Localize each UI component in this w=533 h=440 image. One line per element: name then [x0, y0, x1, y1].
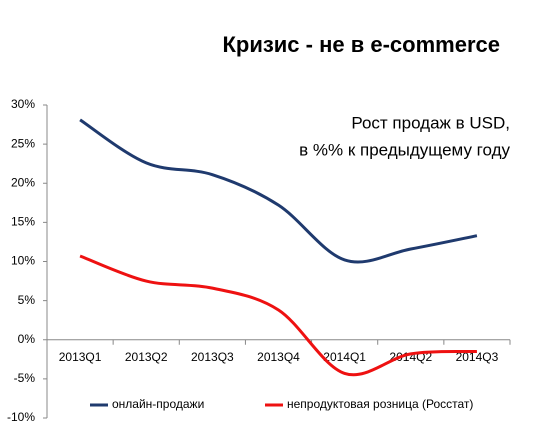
- line: [79, 254, 477, 377]
- legend-label: онлайн-продажи: [112, 397, 204, 411]
- x-tick-label: 2013Q1: [59, 350, 102, 364]
- chart-title: Кризис - не в e-commerce: [222, 32, 500, 57]
- annotation: Рост продаж в USD,: [351, 113, 510, 132]
- x-tick-label: 2013Q3: [191, 350, 234, 364]
- line: [79, 118, 478, 264]
- y-tick-label: 30%: [11, 97, 35, 111]
- y-tick-label: 15%: [11, 215, 35, 229]
- y-tick-label: 10%: [11, 254, 35, 268]
- x-tick-label: 2013Q2: [125, 350, 168, 364]
- y-tick-label: 20%: [11, 175, 35, 189]
- y-tick-label: -5%: [14, 371, 36, 385]
- y-tick-label: 0%: [18, 332, 36, 346]
- y-tick-label: 25%: [11, 136, 35, 150]
- x-tick-label: 2014Q1: [323, 350, 366, 364]
- y-tick-label: -10%: [7, 410, 35, 424]
- x-tick-label: 2014Q3: [456, 350, 499, 364]
- x-tick-label: 2013Q4: [257, 350, 300, 364]
- annotation: в %% к предыдущему году: [299, 140, 510, 159]
- y-tick-label: 5%: [18, 293, 36, 307]
- legend-label: непродуктовая розница (Росстат): [287, 397, 473, 411]
